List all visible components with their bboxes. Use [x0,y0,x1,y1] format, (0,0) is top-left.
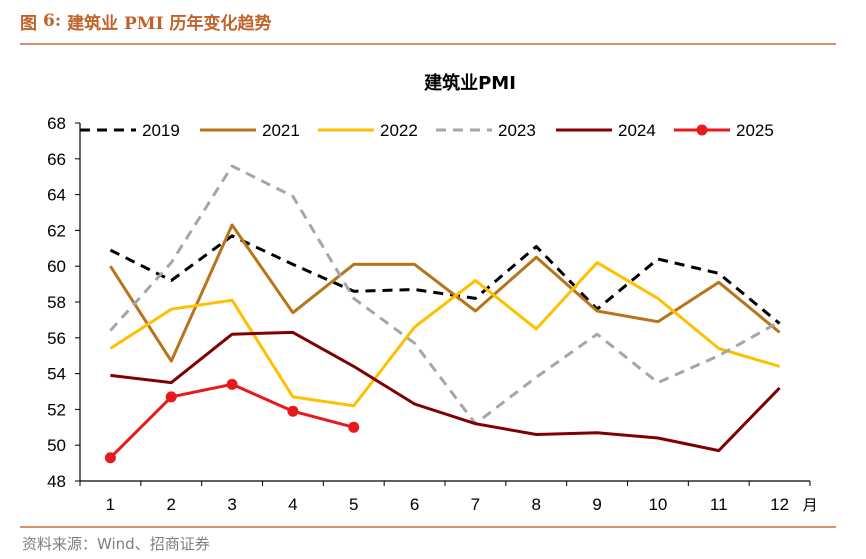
legend-label-2024: 2024 [618,121,656,140]
legend-item-2023: 2023 [436,121,536,140]
chart-title: 建筑业PMI [424,72,516,94]
series-2025 [104,378,360,464]
chart-legend: 2019 2021 2022 2023 2024 2025 [80,121,774,140]
x-tick-label: 12 [770,495,789,514]
x-tick-label: 2 [167,495,176,514]
footer-divider [20,526,836,528]
x-tick-label: 7 [471,495,480,514]
legend-item-2025: 2025 [674,121,774,140]
series-2024 [110,330,781,453]
x-tick-label: 5 [349,495,358,514]
legend-item-2021: 2021 [200,121,300,140]
source-note: 资料来源：Wind、招商证券 [22,535,210,553]
x-tick-label: 6 [410,495,419,514]
x-tick-label: 4 [288,495,297,514]
x-tick-label: 10 [648,495,667,514]
series-2019 [109,234,781,325]
y-tick-label: 48 [47,472,66,491]
y-tick-label: 68 [47,114,66,133]
series-2022 [109,261,781,408]
legend-marker-2025 [696,124,708,136]
series-line-2024 [110,330,781,453]
series-line-2022 [109,261,781,408]
y-tick-label: 56 [47,329,66,348]
x-tick-label: 9 [592,495,601,514]
data-point-2025 [348,421,360,433]
y-tick-label: 60 [47,257,66,276]
series-layer [104,164,781,464]
series-line-2025 [109,382,355,459]
x-tick-label: 1 [106,495,115,514]
series-line-2021 [109,223,781,363]
legend-label-2019: 2019 [142,121,180,140]
y-tick-label: 58 [47,293,66,312]
data-point-2025 [287,405,299,417]
y-tick-label: 54 [47,365,66,384]
data-point-2025 [104,452,116,464]
legend-label-2021: 2021 [262,121,300,140]
x-tick-label: 8 [532,495,541,514]
legend-item-2022: 2022 [318,121,418,140]
legend-item-2019: 2019 [80,121,180,140]
data-point-2025 [226,378,238,390]
x-tick-label: 11 [710,495,728,514]
data-point-2025 [165,391,177,403]
y-tick-label: 52 [47,400,66,419]
legend-label-2023: 2023 [498,121,536,140]
y-tick-label: 50 [47,436,66,455]
x-axis-unit-label: 月 [803,496,818,514]
series-line-2023 [109,164,781,426]
y-tick-label: 66 [47,150,66,169]
figure-title: 建筑业 PMI 历年变化趋势 [67,13,272,34]
header-divider [20,43,836,45]
y-tick-label: 62 [47,221,66,240]
legend-label-2025: 2025 [736,121,774,140]
legend-item-2024: 2024 [556,121,656,140]
legend-label-2022: 2022 [380,121,418,140]
figure-prefix: 图 [20,13,37,34]
y-tick-label: 64 [47,186,66,205]
figure-header: 图 6: 建筑业 PMI 历年变化趋势 [20,6,272,36]
series-2021 [109,223,781,363]
figure-number: 6: [43,11,62,31]
series-line-2019 [109,234,781,325]
series-2023 [109,164,781,426]
x-tick-label: 3 [227,495,236,514]
